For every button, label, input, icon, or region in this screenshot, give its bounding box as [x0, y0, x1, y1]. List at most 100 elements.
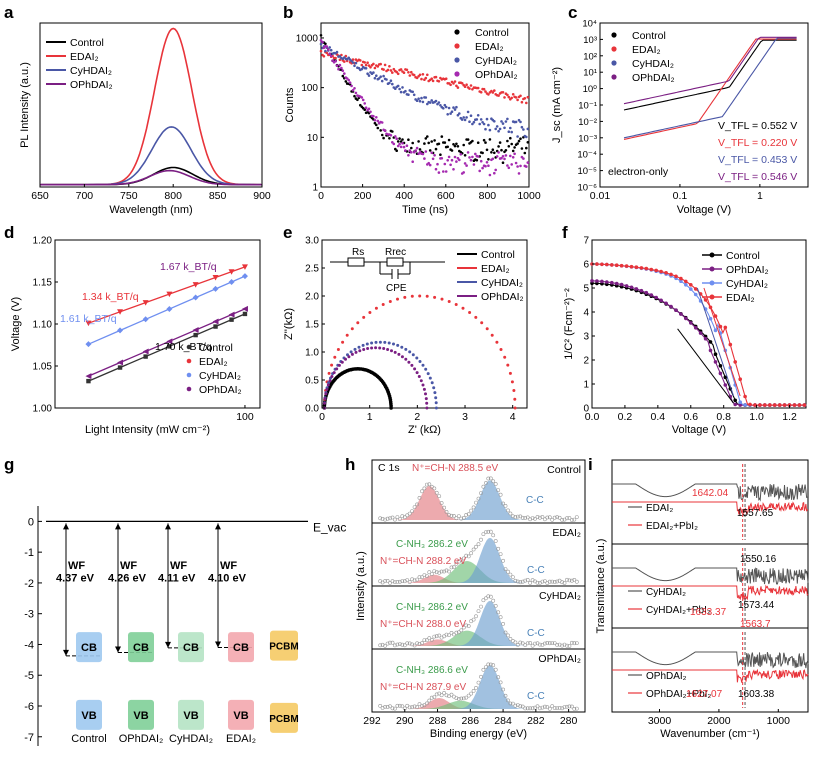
trpl-point	[446, 113, 450, 116]
trpl-point	[404, 149, 407, 152]
xps-point	[444, 693, 449, 698]
x-tick-label: 650	[31, 190, 49, 202]
xps-point	[567, 704, 572, 709]
ms-curve-0	[591, 282, 805, 406]
xps-point	[390, 515, 395, 520]
y-tick-label: 10⁰	[583, 84, 598, 95]
data-point	[193, 332, 198, 338]
wf-label: WF	[220, 560, 237, 572]
nyquist-point	[410, 363, 414, 367]
trpl-point	[440, 135, 444, 138]
vb-label: VB	[233, 710, 248, 722]
y-tick-label: 7	[583, 236, 589, 247]
legend-marker	[709, 266, 715, 272]
xps-point	[447, 513, 451, 517]
trpl-point	[383, 129, 387, 132]
x-axis-label: Voltage (V)	[677, 204, 731, 216]
xps-point	[432, 569, 437, 574]
panel-label: e	[283, 223, 292, 242]
trpl-point	[497, 145, 500, 148]
wf-arrowhead	[63, 649, 69, 656]
slope-label: 1.61 k_BT/q	[60, 313, 117, 325]
trpl-point	[468, 156, 471, 159]
nyquist-point	[513, 397, 517, 401]
trpl-point	[376, 119, 380, 123]
xps-point	[572, 578, 577, 582]
xps-point	[523, 706, 528, 711]
xps-point	[451, 565, 456, 570]
xps-point	[454, 630, 459, 635]
column-label: EDAI₂	[226, 733, 256, 745]
nyquist-point	[374, 306, 378, 310]
trpl-point	[465, 116, 468, 119]
xps-point	[525, 515, 530, 520]
xps-point	[395, 703, 400, 708]
xps-point	[520, 641, 525, 646]
pcbm-label: PCBM	[269, 642, 298, 653]
trpl-point	[479, 91, 483, 94]
xps-point	[513, 578, 518, 583]
trpl-point	[398, 142, 401, 146]
panel-f: 0.0 0.2 0.4 0.6 0.8 1.0 1.2 0 1 2 3 4 5 6 7 Voltage (V)…	[563, 236, 807, 436]
trpl-point	[319, 49, 323, 53]
xps-point	[390, 706, 395, 711]
trpl-point	[476, 155, 480, 158]
x-tick-label: 1.0	[749, 411, 764, 423]
column-label: Control	[71, 733, 106, 745]
xps-point	[469, 508, 474, 513]
x-axis-label: Wavelength (nm)	[109, 204, 192, 216]
xps-point	[493, 667, 498, 672]
nyquist-point	[510, 380, 514, 384]
xps-point	[525, 706, 530, 711]
xps-point	[420, 575, 424, 580]
wf-arrowhead	[115, 523, 121, 530]
slope-label: 1.67 k_BT/q	[160, 261, 217, 273]
nyquist-point	[365, 342, 369, 346]
trpl-point	[392, 67, 396, 71]
legend-marker	[611, 32, 617, 38]
trpl-point	[485, 148, 489, 152]
legend-label: Control	[481, 249, 515, 261]
trpl-point	[411, 160, 415, 163]
trpl-point	[348, 81, 352, 84]
peak-label: C-C	[527, 691, 545, 702]
legend-label: Control	[726, 250, 760, 262]
fit-line-2	[88, 275, 246, 345]
xps-point	[464, 513, 469, 517]
xps-point	[400, 704, 405, 709]
xps-point	[392, 706, 397, 711]
legend-marker	[611, 74, 617, 80]
xps-point	[525, 578, 530, 582]
y-axis-label: PL Intensity (a.u.)	[19, 62, 31, 148]
data-point	[212, 285, 219, 292]
trpl-point	[424, 76, 428, 80]
xps-point	[520, 704, 525, 709]
nyquist-point	[426, 372, 430, 376]
circuit-label: Rrec	[385, 247, 406, 258]
nyquist-point	[349, 350, 353, 354]
trpl-point	[408, 149, 412, 152]
wf-value: 4.26 eV	[108, 572, 147, 584]
cb-label: CB	[81, 642, 97, 654]
xps-point	[555, 706, 560, 711]
xps-point	[547, 641, 552, 646]
nyquist-point	[345, 333, 349, 337]
trpl-point	[363, 61, 367, 64]
vb-label: VB	[133, 710, 148, 722]
x-tick-label: 2000	[707, 715, 731, 727]
trpl-point	[396, 140, 400, 143]
xps-point	[550, 579, 555, 584]
data-point	[85, 320, 92, 327]
trpl-point	[446, 159, 450, 162]
xps-point	[555, 579, 560, 584]
xps-point	[511, 701, 515, 706]
trpl-point	[466, 138, 470, 141]
xps-point	[427, 570, 432, 575]
trpl-point	[364, 63, 368, 67]
nyquist-point	[354, 350, 358, 354]
xps-point	[562, 581, 567, 585]
xps-point	[530, 706, 535, 711]
trpl-point	[344, 80, 348, 83]
wf-arrowhead	[215, 523, 221, 530]
xps-point	[547, 706, 552, 711]
